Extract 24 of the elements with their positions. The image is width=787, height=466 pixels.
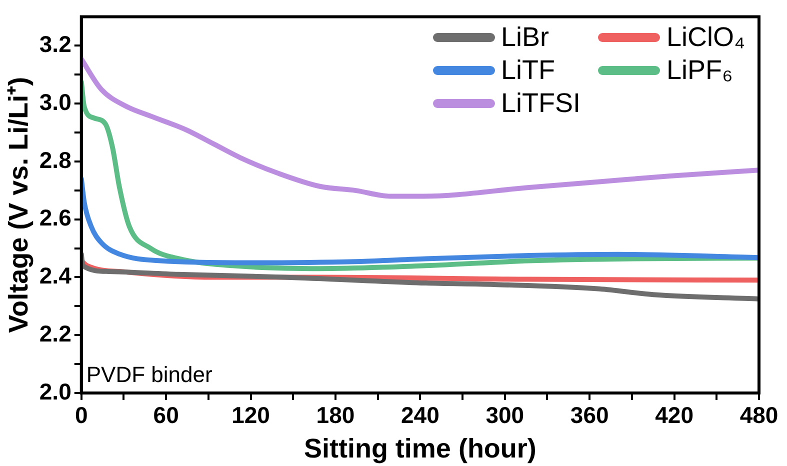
x-tick-label: 240 (401, 402, 440, 428)
x-axis-title: Sitting time (hour) (304, 433, 536, 464)
y-tick-label: 2.8 (39, 146, 72, 173)
x-tick-label: 300 (486, 402, 524, 428)
x-tick-label: 180 (316, 402, 355, 428)
y-tick-label: 2.0 (39, 378, 72, 404)
y-tick-label: 3.0 (39, 88, 72, 115)
x-tick-label: 480 (740, 402, 778, 428)
annotation: PVDF binder (86, 362, 212, 388)
y-tick-label: 2.4 (39, 262, 72, 289)
legend-label: LiClO₄ (666, 22, 745, 53)
legend-label: LiPF₆ (666, 55, 733, 86)
legend-label: LiTF (500, 55, 555, 86)
y-tick-label: 2.2 (39, 320, 72, 346)
x-tick-label: 0 (74, 402, 88, 428)
y-tick-label: 2.6 (39, 204, 72, 231)
x-tick-label: 120 (232, 402, 270, 428)
y-tick-label: 3.2 (39, 31, 72, 58)
legend-label: LiTFSI (500, 88, 580, 119)
x-tick-label: 420 (655, 402, 694, 428)
x-tick-label: 360 (570, 402, 609, 428)
x-tick-label: 60 (153, 402, 179, 428)
y-axis-title: Voltage (V vs. Li/Li⁺) (4, 76, 34, 333)
legend-label: LiBr (500, 22, 549, 53)
